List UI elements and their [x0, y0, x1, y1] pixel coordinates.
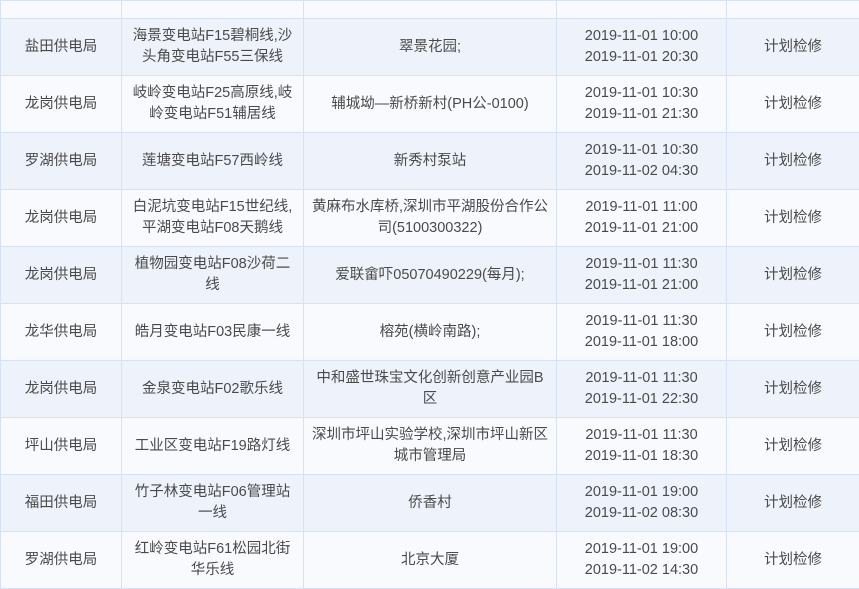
cell-outage-type: 计划检修 — [727, 133, 859, 190]
cell-supply-bureau: 龙华供电局 — [1, 304, 122, 361]
outage-start-time: 2019-11-01 11:30 — [563, 425, 720, 446]
cell-partial — [304, 1, 557, 19]
outage-end-time: 2019-11-01 18:30 — [563, 446, 720, 467]
cell-partial — [1, 1, 122, 19]
cell-affected-area: 翠景花园; — [304, 19, 557, 76]
cell-outage-type: 计划检修 — [727, 418, 859, 475]
cell-outage-type: 计划检修 — [727, 19, 859, 76]
outage-start-time: 2019-11-01 11:30 — [563, 311, 720, 332]
cell-power-line: 工业区变电站F19路灯线 — [122, 418, 304, 475]
cell-affected-area: 北京大厦 — [304, 532, 557, 589]
table-row: 龙华供电局皓月变电站F03民康一线榕苑(横岭南路);2019-11-01 11:… — [1, 304, 859, 361]
cell-partial — [122, 1, 304, 19]
cell-affected-area: 新秀村泵站 — [304, 133, 557, 190]
table-row: 龙岗供电局岐岭变电站F25高原线,岐岭变电站F51辅居线辅城坳—新桥新村(PH公… — [1, 76, 859, 133]
cell-power-line: 皓月变电站F03民康一线 — [122, 304, 304, 361]
cell-supply-bureau: 龙岗供电局 — [1, 76, 122, 133]
outage-start-time: 2019-11-01 19:00 — [563, 482, 720, 503]
outage-end-time: 2019-11-02 14:30 — [563, 560, 720, 581]
outage-end-time: 2019-11-01 21:00 — [563, 275, 720, 296]
outage-start-time: 2019-11-01 10:30 — [563, 140, 720, 161]
cell-outage-type: 计划检修 — [727, 247, 859, 304]
outage-start-time: 2019-11-01 11:30 — [563, 254, 720, 275]
cell-power-line: 红岭变电站F61松园北街华乐线 — [122, 532, 304, 589]
outage-end-time: 2019-11-01 21:00 — [563, 218, 720, 239]
cell-supply-bureau: 龙岗供电局 — [1, 361, 122, 418]
cell-affected-area: 榕苑(横岭南路); — [304, 304, 557, 361]
cell-outage-type: 计划检修 — [727, 304, 859, 361]
cell-affected-area: 深圳市坪山实验学校,深圳市坪山新区城市管理局 — [304, 418, 557, 475]
outage-start-time: 2019-11-01 11:30 — [563, 368, 720, 389]
cell-partial — [727, 1, 859, 19]
cell-supply-bureau: 龙岗供电局 — [1, 190, 122, 247]
outage-end-time: 2019-11-02 08:30 — [563, 503, 720, 524]
cell-power-line: 金泉变电站F02歌乐线 — [122, 361, 304, 418]
cell-power-line: 海景变电站F15碧桐线,沙头角变电站F55三保线 — [122, 19, 304, 76]
outage-start-time: 2019-11-01 10:00 — [563, 26, 720, 47]
table-row-partial-top — [1, 1, 859, 19]
cell-supply-bureau: 盐田供电局 — [1, 19, 122, 76]
outage-end-time: 2019-11-01 21:30 — [563, 104, 720, 125]
cell-power-line: 竹子林变电站F06管理站一线 — [122, 475, 304, 532]
cell-supply-bureau: 龙岗供电局 — [1, 247, 122, 304]
outage-end-time: 2019-11-02 04:30 — [563, 161, 720, 182]
cell-supply-bureau: 罗湖供电局 — [1, 532, 122, 589]
cell-partial — [557, 1, 727, 19]
cell-supply-bureau: 坪山供电局 — [1, 418, 122, 475]
cell-power-line: 岐岭变电站F25高原线,岐岭变电站F51辅居线 — [122, 76, 304, 133]
outage-start-time: 2019-11-01 10:30 — [563, 83, 720, 104]
outage-start-time: 2019-11-01 19:00 — [563, 539, 720, 560]
cell-affected-area: 侨香村 — [304, 475, 557, 532]
cell-affected-area: 中和盛世珠宝文化创新创意产业园B区 — [304, 361, 557, 418]
cell-power-line: 植物园变电站F08沙荷二线 — [122, 247, 304, 304]
cell-power-line: 莲塘变电站F57西岭线 — [122, 133, 304, 190]
cell-outage-type: 计划检修 — [727, 76, 859, 133]
cell-affected-area: 爱联畲吓05070490229(每月); — [304, 247, 557, 304]
table-row: 龙岗供电局白泥坑变电站F15世纪线,平湖变电站F08天鹅线黄麻布水库桥,深圳市平… — [1, 190, 859, 247]
outage-end-time: 2019-11-01 20:30 — [563, 47, 720, 68]
outage-start-time: 2019-11-01 11:00 — [563, 197, 720, 218]
cell-outage-type: 计划检修 — [727, 532, 859, 589]
table-row: 龙岗供电局植物园变电站F08沙荷二线爱联畲吓05070490229(每月);20… — [1, 247, 859, 304]
cell-supply-bureau: 福田供电局 — [1, 475, 122, 532]
cell-affected-area: 辅城坳—新桥新村(PH公-0100) — [304, 76, 557, 133]
cell-power-line: 白泥坑变电站F15世纪线,平湖变电站F08天鹅线 — [122, 190, 304, 247]
cell-supply-bureau: 罗湖供电局 — [1, 133, 122, 190]
outage-end-time: 2019-11-01 18:00 — [563, 332, 720, 353]
cell-outage-type: 计划检修 — [727, 475, 859, 532]
outage-end-time: 2019-11-01 22:30 — [563, 389, 720, 410]
cell-outage-type: 计划检修 — [727, 190, 859, 247]
cell-outage-type: 计划检修 — [727, 361, 859, 418]
cell-affected-area: 黄麻布水库桥,深圳市平湖股份合作公司(5100300322) — [304, 190, 557, 247]
table-row: 盐田供电局海景变电站F15碧桐线,沙头角变电站F55三保线翠景花园;2019-1… — [1, 19, 859, 76]
